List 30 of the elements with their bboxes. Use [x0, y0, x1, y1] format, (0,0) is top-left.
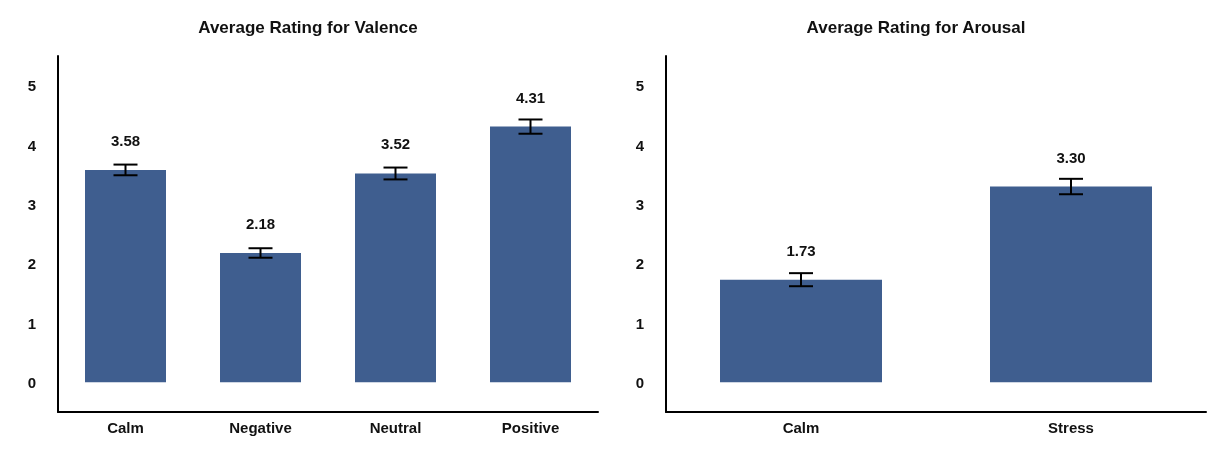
data-label: 3.30: [1056, 148, 1086, 166]
y-tick-label: 1: [635, 314, 644, 332]
y-tick-label: 4: [635, 136, 645, 154]
y-tick-label: 1: [27, 314, 36, 332]
y-tick-label: 0: [27, 373, 36, 391]
y-tick-label: 3: [27, 195, 36, 213]
bar: [220, 252, 301, 383]
data-label: 4.31: [515, 88, 546, 106]
y-tick-label: 2: [27, 255, 36, 273]
bar: [355, 173, 436, 383]
x-tick-label: Negative: [229, 419, 292, 436]
y-tick-label: 0: [635, 373, 644, 391]
y-tick-label: 3: [635, 195, 644, 213]
x-tick-label: Positive: [501, 419, 560, 436]
bar: [85, 169, 166, 383]
x-tick-label: Neutral: [369, 419, 422, 436]
data-label: 3.52: [380, 135, 411, 153]
data-label: 3.58: [110, 131, 141, 149]
x-tick-label: Stress: [1048, 419, 1094, 436]
y-tick-label: 5: [635, 77, 644, 95]
chart-title: Average Rating for Valence: [198, 18, 418, 37]
x-tick-label: Calm: [107, 419, 144, 436]
y-tick-label: 5: [27, 77, 36, 95]
y-tick-label: 4: [27, 136, 37, 154]
y-tick-label: 2: [635, 255, 644, 273]
bar: [490, 126, 571, 383]
x-tick-label: Calm: [782, 419, 820, 436]
data-label: 1.73: [786, 241, 816, 259]
chart-title: Average Rating for Arousal: [806, 18, 1026, 37]
data-label: 2.18: [245, 214, 276, 232]
